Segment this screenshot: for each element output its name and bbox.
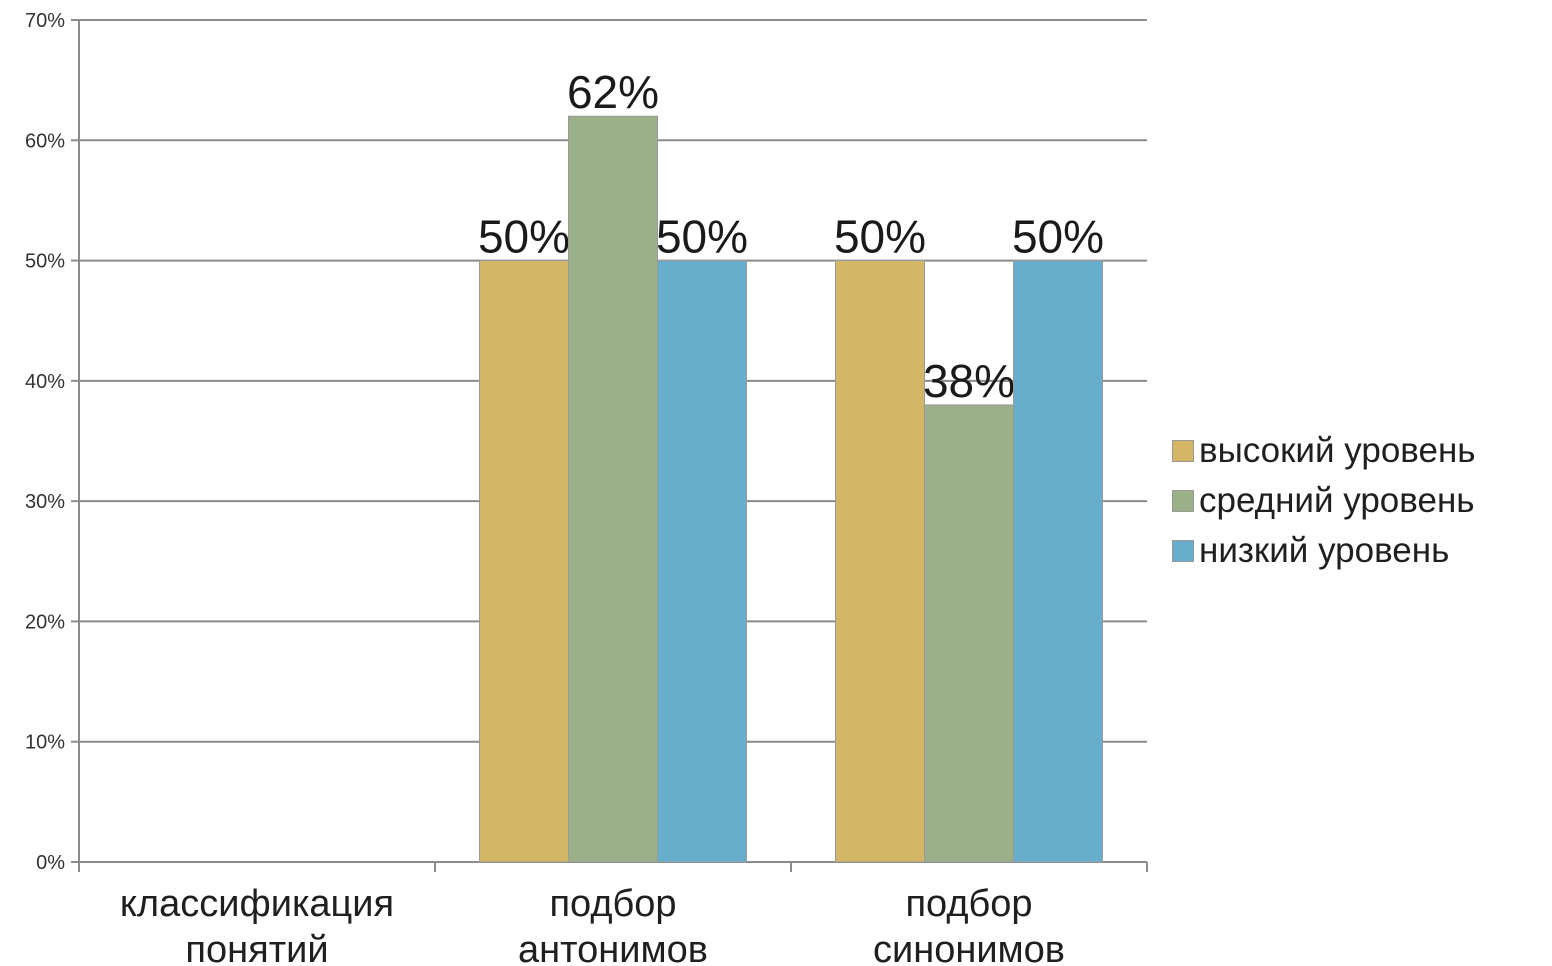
y-tick-label: 10% (25, 732, 65, 754)
data-label: 50% (478, 211, 570, 263)
bar (479, 260, 569, 863)
data-label: 50% (1012, 211, 1104, 263)
data-label: 50% (834, 211, 926, 263)
legend-label-high: высокий уровень (1199, 431, 1476, 470)
legend-label-medium: средний уровень (1199, 481, 1475, 520)
legend-label-low: низкий уровень (1199, 531, 1450, 570)
y-tick-label: 40% (25, 371, 65, 393)
legend-item-high: высокий уровень (1172, 426, 1544, 476)
y-tick-label: 20% (25, 611, 65, 633)
x-tick-label: подбор (905, 883, 1032, 925)
bar (1013, 260, 1103, 863)
x-tick-label: классификация (120, 883, 394, 925)
legend-swatch-high (1172, 440, 1194, 462)
y-tick-label: 0% (36, 852, 65, 874)
x-tick-label: понятий (185, 929, 328, 966)
legend-swatch-low (1172, 540, 1194, 562)
y-tick-label: 60% (25, 130, 65, 152)
x-tick-label: антонимов (518, 929, 708, 966)
x-tick-label: подбор (549, 883, 676, 925)
legend-swatch-medium (1172, 490, 1194, 512)
bar (924, 404, 1014, 863)
data-label: 62% (567, 66, 659, 118)
y-tick-label: 30% (25, 491, 65, 513)
x-tick-label: синонимов (873, 929, 1065, 966)
data-label: 38% (923, 355, 1015, 407)
bar (657, 260, 747, 863)
legend: высокий уровень средний уровень низкий у… (1172, 426, 1544, 576)
legend-item-medium: средний уровень (1172, 476, 1544, 526)
y-tick-label: 70% (25, 10, 65, 32)
y-tick-label: 50% (25, 251, 65, 273)
bar (568, 115, 658, 863)
legend-item-low: низкий уровень (1172, 526, 1544, 576)
bar (835, 260, 925, 863)
data-label: 50% (656, 211, 748, 263)
